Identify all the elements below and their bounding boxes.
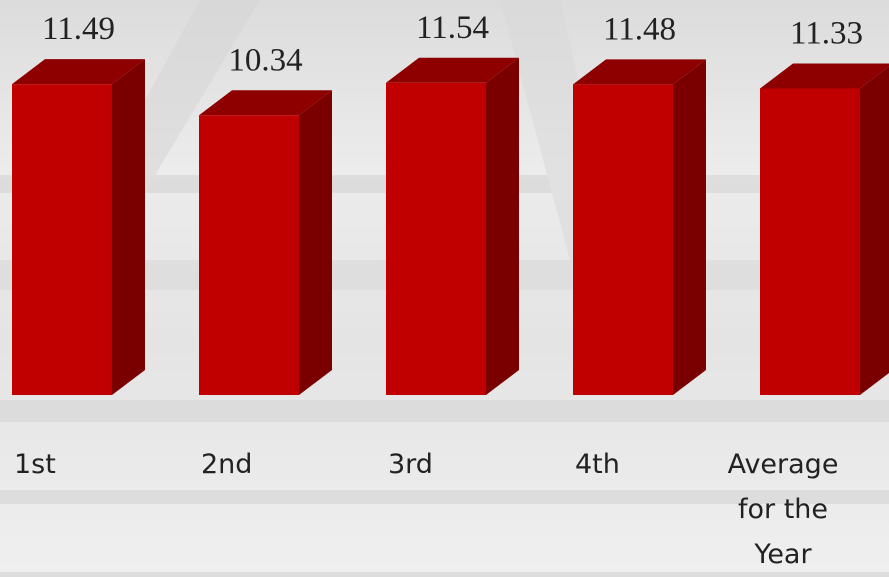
x-tick-label: 1st (14, 449, 56, 480)
bar-side (486, 57, 519, 396)
value-label: 11.49 (42, 11, 115, 47)
bar (12, 84, 112, 395)
bar (386, 82, 486, 396)
bar-top (199, 90, 332, 116)
bar-top (12, 59, 145, 85)
value-label: 11.33 (790, 15, 863, 51)
x-tick-label: 2nd (201, 449, 253, 480)
value-label: 10.34 (228, 42, 302, 78)
bar-top (760, 63, 889, 89)
bg-stripe (0, 400, 889, 422)
bar-side (299, 90, 332, 396)
value-label: 11.48 (603, 11, 676, 47)
bar (199, 115, 299, 396)
bg-stripe (0, 490, 889, 504)
x-tick-label: 4th (575, 449, 620, 480)
x-tick-label: 3rd (388, 449, 433, 480)
x-tick-label: Average for the Year (727, 449, 839, 570)
bar-side (860, 66, 889, 395)
bar-top (386, 57, 519, 83)
bar (573, 84, 673, 396)
value-label: 11.54 (416, 10, 489, 46)
bar (760, 88, 860, 395)
bar-side (112, 59, 145, 395)
bar-side (673, 59, 706, 396)
bar-top (573, 59, 706, 85)
